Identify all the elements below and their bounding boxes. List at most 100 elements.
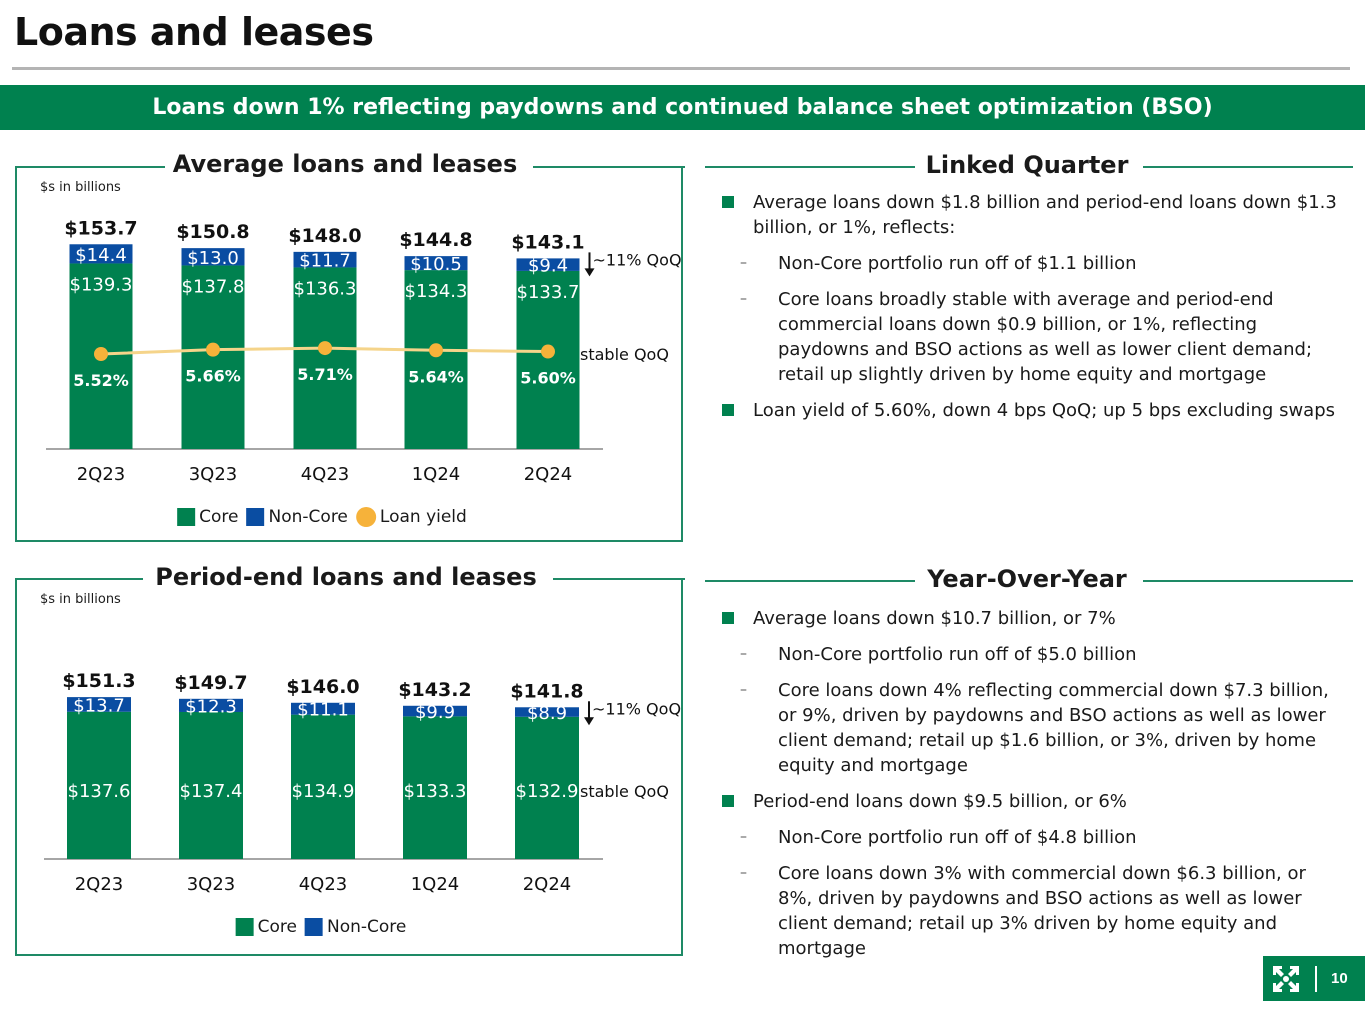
header-rule-left [705, 166, 915, 168]
loan-yield-point [541, 344, 555, 359]
non-core-bar [403, 705, 467, 717]
legend-label-core: Core [257, 917, 297, 937]
core-value-label: $137.6 [68, 781, 131, 802]
total-value-label: $143.1 [511, 231, 584, 253]
legend-label-non-core: Non-Core [268, 507, 348, 527]
non-core-bar [181, 248, 245, 266]
period-end-loans-panel [15, 578, 685, 956]
year-over-year-header: Year-Over-Year [705, 565, 1353, 595]
loan-yield-point [429, 343, 443, 358]
core-value-label: $137.8 [182, 276, 245, 297]
page-title: Loans and leases [14, 10, 374, 54]
loan-yield-point [94, 347, 108, 361]
core-value-label: $132.9 [516, 781, 579, 802]
bullet-item: Average loans down $10.7 billion, or 7% [720, 606, 1345, 631]
legend-label-loan-yield: Loan yield [379, 507, 467, 527]
core-swatch [177, 508, 196, 526]
linked-quarter-bullets: Average loans down $1.8 billion and peri… [720, 190, 1345, 434]
total-value-label: $151.3 [62, 670, 135, 692]
loan-yield-label: 5.64% [408, 367, 464, 386]
period-end-loans-units-note: $s in billions [40, 592, 121, 607]
header-rule-left [705, 580, 915, 582]
sub-bullet-item: Non-Core portfolio run off of $4.8 billi… [720, 825, 1345, 850]
down-arrow-head-icon [584, 268, 595, 277]
non-core-value-label: $11.7 [299, 251, 351, 272]
headline-text: Loans down 1% reflecting paydowns and co… [152, 95, 1213, 120]
non-core-bar [291, 702, 355, 715]
core-bar [67, 711, 131, 859]
down-arrow-head-icon [584, 717, 594, 726]
core-bar [293, 267, 357, 449]
core-value-label: $134.9 [292, 781, 355, 802]
non-core-change-annotation: ~11% QoQ [593, 250, 682, 269]
core-value-label: $137.4 [180, 781, 243, 802]
non-core-value-label: $8.9 [527, 703, 567, 724]
average-loans-chart-title: Average loans and leases [172, 150, 518, 178]
brand-logo-icon [1273, 965, 1299, 992]
core-change-annotation: stable QoQ [580, 345, 669, 364]
loan-yield-swatch [355, 507, 376, 527]
non-core-bar [67, 697, 131, 712]
linked-quarter-header: Linked Quarter [705, 151, 1353, 181]
average-loans-units-note: $s in billions [40, 180, 121, 195]
x-tick-label: 4Q23 [299, 874, 348, 895]
sub-bullet-item: Non-Core portfolio run off of $1.1 billi… [720, 251, 1345, 276]
loan-yield-point [318, 341, 332, 356]
total-value-label: $149.7 [174, 672, 247, 694]
average-loans-legend: Core Non-Core Loan yield [177, 507, 471, 527]
average-loans-panel [15, 166, 685, 542]
non-core-value-label: $14.4 [75, 245, 127, 266]
core-bar [403, 716, 467, 859]
total-value-label: $143.2 [398, 679, 471, 701]
core-value-label: $139.3 [70, 274, 133, 295]
year-over-year-heading: Year-Over-Year [927, 565, 1127, 593]
badge-separator [1315, 965, 1317, 992]
non-core-value-label: $13.0 [187, 248, 239, 269]
year-over-year-bullets: Average loans down $10.7 billion, or 7% N… [720, 606, 1345, 972]
total-value-label: $150.8 [176, 221, 249, 243]
x-tick-label: 3Q23 [187, 874, 236, 895]
header-rule-right [1143, 580, 1353, 582]
total-value-label: $146.0 [286, 676, 359, 698]
title-divider [12, 67, 1350, 70]
non-core-value-label: $12.3 [185, 696, 237, 717]
core-bar [179, 711, 243, 859]
core-bar [404, 270, 468, 449]
loan-yield-point [206, 342, 220, 357]
legend-item-core: Core [235, 917, 297, 937]
legend-label-core: Core [199, 507, 239, 527]
bullet-item: Period-end loans down $9.5 billion, or 6… [720, 789, 1345, 814]
period-end-loans-chart-title: Period-end loans and leases [155, 563, 537, 591]
non-core-bar [179, 698, 243, 712]
headline-banner: Loans down 1% reflecting paydowns and co… [0, 85, 1365, 130]
x-tick-label: 2Q23 [77, 464, 126, 485]
page-number: 10 [1331, 970, 1348, 987]
loan-yield-label: 5.52% [73, 371, 129, 390]
core-value-label: $134.3 [405, 281, 468, 302]
x-tick-label: 1Q24 [412, 464, 461, 485]
legend-item-core: Core [177, 507, 239, 527]
page-number-badge: 10 [1263, 956, 1365, 1001]
legend-item-non-core: Non-Core [304, 917, 406, 937]
sub-bullet-item: Core loans down 3% with commercial down … [720, 861, 1345, 961]
core-swatch [235, 918, 254, 936]
non-core-value-label: $13.7 [73, 695, 125, 716]
x-tick-label: 2Q24 [524, 464, 573, 485]
non-core-value-label: $10.5 [410, 254, 462, 275]
non-core-bar [293, 251, 357, 268]
bullet-item: Average loans down $1.8 billion and peri… [720, 190, 1345, 240]
loan-yield-label: 5.71% [297, 365, 353, 384]
non-core-value-label: $9.9 [415, 702, 455, 723]
bullet-item: Loan yield of 5.60%, down 4 bps QoQ; up … [720, 398, 1345, 423]
panel-top-border-right [553, 578, 685, 580]
sub-bullet-item: Core loans broadly stable with average a… [720, 287, 1345, 387]
core-value-label: $133.3 [404, 781, 467, 802]
panel-top-border-right [533, 166, 685, 168]
legend-item-non-core: Non-Core [246, 507, 348, 527]
core-bar [291, 714, 355, 859]
core-bar [516, 270, 580, 449]
linked-quarter-heading: Linked Quarter [925, 151, 1129, 179]
core-value-label: $136.3 [294, 278, 357, 299]
non-core-value-label: $9.4 [528, 256, 568, 277]
